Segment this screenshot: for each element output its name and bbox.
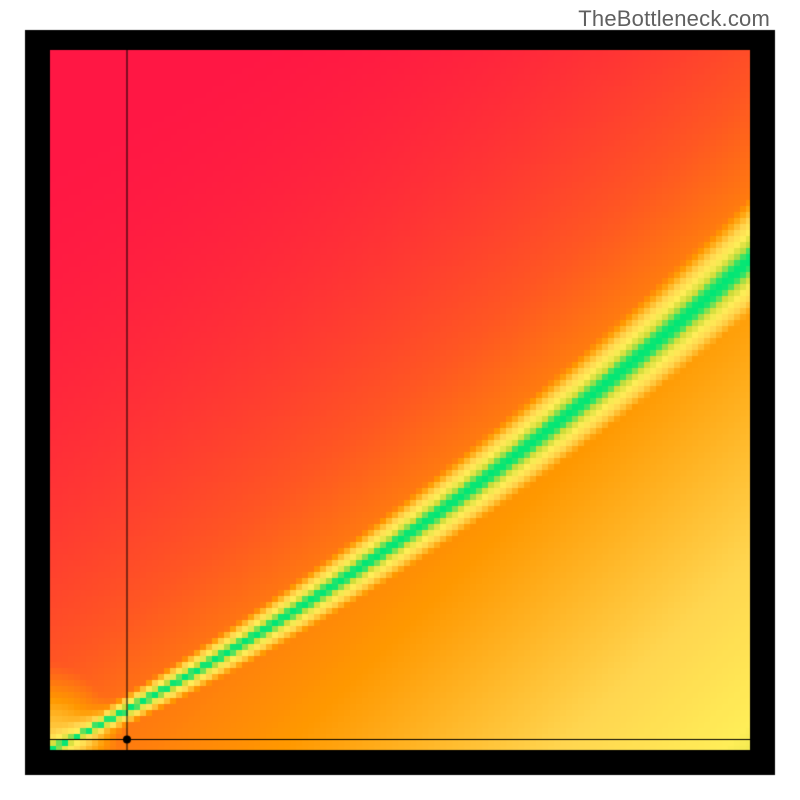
watermark-text: TheBottleneck.com xyxy=(578,6,770,32)
chart-container: TheBottleneck.com xyxy=(0,0,800,800)
heatmap-canvas xyxy=(0,0,800,800)
